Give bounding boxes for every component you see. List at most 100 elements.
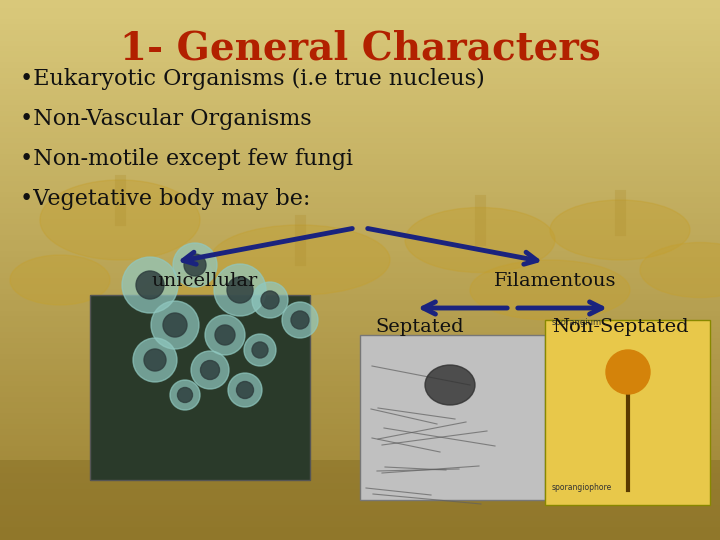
Bar — [0, 413, 720, 418]
Text: •Non-Vascular Organisms: •Non-Vascular Organisms — [20, 108, 312, 130]
Bar — [0, 122, 720, 127]
Bar — [0, 224, 720, 230]
Text: •Vegetative body may be:: •Vegetative body may be: — [20, 188, 310, 210]
Circle shape — [228, 373, 262, 407]
Ellipse shape — [40, 180, 200, 260]
Text: sporangium: sporangium — [552, 318, 602, 327]
Ellipse shape — [640, 242, 720, 298]
Bar — [0, 289, 720, 294]
Text: 1- General Characters: 1- General Characters — [120, 30, 600, 68]
Bar — [0, 57, 720, 62]
Bar — [0, 148, 720, 154]
Bar — [0, 392, 720, 397]
Bar — [0, 46, 720, 51]
Bar — [0, 483, 720, 489]
Bar — [0, 170, 720, 176]
Circle shape — [261, 291, 279, 309]
Bar — [0, 478, 720, 483]
Bar — [0, 176, 720, 181]
Bar — [0, 246, 720, 251]
Bar — [0, 537, 720, 540]
Bar — [0, 429, 720, 435]
Bar — [90, 295, 310, 480]
Ellipse shape — [405, 207, 555, 273]
Bar — [0, 40, 720, 46]
Bar — [0, 359, 720, 364]
Bar — [0, 310, 720, 316]
Bar — [0, 418, 720, 424]
Circle shape — [144, 349, 166, 371]
Circle shape — [173, 243, 217, 287]
Circle shape — [227, 277, 253, 303]
Circle shape — [236, 381, 253, 399]
Circle shape — [252, 342, 268, 358]
Bar — [0, 402, 720, 408]
Circle shape — [184, 254, 206, 276]
Bar — [0, 154, 720, 159]
Bar — [0, 165, 720, 170]
Bar — [0, 510, 720, 516]
Bar — [0, 305, 720, 310]
Bar — [0, 208, 720, 213]
Circle shape — [606, 350, 650, 394]
Circle shape — [282, 302, 318, 338]
Bar — [0, 446, 720, 451]
Bar — [0, 143, 720, 148]
Bar — [0, 456, 720, 462]
Bar — [0, 364, 720, 370]
Text: Filamentous: Filamentous — [494, 272, 616, 290]
Bar — [0, 105, 720, 111]
Ellipse shape — [470, 260, 630, 320]
Bar — [0, 424, 720, 429]
Bar — [0, 440, 720, 445]
Text: sporangiophore: sporangiophore — [552, 483, 612, 492]
Bar — [0, 186, 720, 192]
Bar — [0, 273, 720, 278]
Bar — [0, 516, 720, 521]
Bar — [0, 294, 720, 300]
Ellipse shape — [135, 273, 265, 327]
Circle shape — [214, 264, 266, 316]
Text: •Non-motile except few fungi: •Non-motile except few fungi — [20, 148, 353, 170]
Bar — [0, 262, 720, 267]
Circle shape — [291, 311, 309, 329]
Bar — [0, 230, 720, 235]
Text: •Eukaryotic Organisms (i.e true nucleus): •Eukaryotic Organisms (i.e true nucleus) — [20, 68, 485, 90]
Bar — [0, 460, 720, 540]
Bar — [0, 138, 720, 143]
Bar — [0, 462, 720, 467]
Bar — [0, 256, 720, 262]
Circle shape — [170, 380, 200, 410]
Circle shape — [178, 388, 192, 402]
Circle shape — [122, 257, 178, 313]
Bar — [0, 532, 720, 537]
Bar — [0, 8, 720, 14]
Ellipse shape — [550, 200, 690, 260]
Circle shape — [252, 282, 288, 318]
Bar — [0, 62, 720, 68]
Circle shape — [163, 313, 187, 337]
Bar — [0, 300, 720, 305]
Bar — [0, 435, 720, 440]
Bar — [0, 30, 720, 35]
Circle shape — [191, 351, 229, 389]
Bar — [0, 267, 720, 273]
Bar — [0, 197, 720, 202]
Bar — [0, 489, 720, 494]
Bar — [0, 213, 720, 219]
Circle shape — [136, 271, 164, 299]
Bar — [0, 381, 720, 386]
Circle shape — [215, 325, 235, 345]
Bar — [0, 316, 720, 321]
Bar — [0, 100, 720, 105]
Bar — [0, 354, 720, 359]
Bar — [0, 24, 720, 30]
Circle shape — [205, 315, 245, 355]
Bar — [0, 192, 720, 197]
Bar — [0, 278, 720, 284]
Bar — [0, 408, 720, 413]
Bar — [545, 320, 710, 505]
Bar — [0, 181, 720, 186]
Bar — [0, 472, 720, 478]
Text: Septated: Septated — [376, 318, 464, 336]
